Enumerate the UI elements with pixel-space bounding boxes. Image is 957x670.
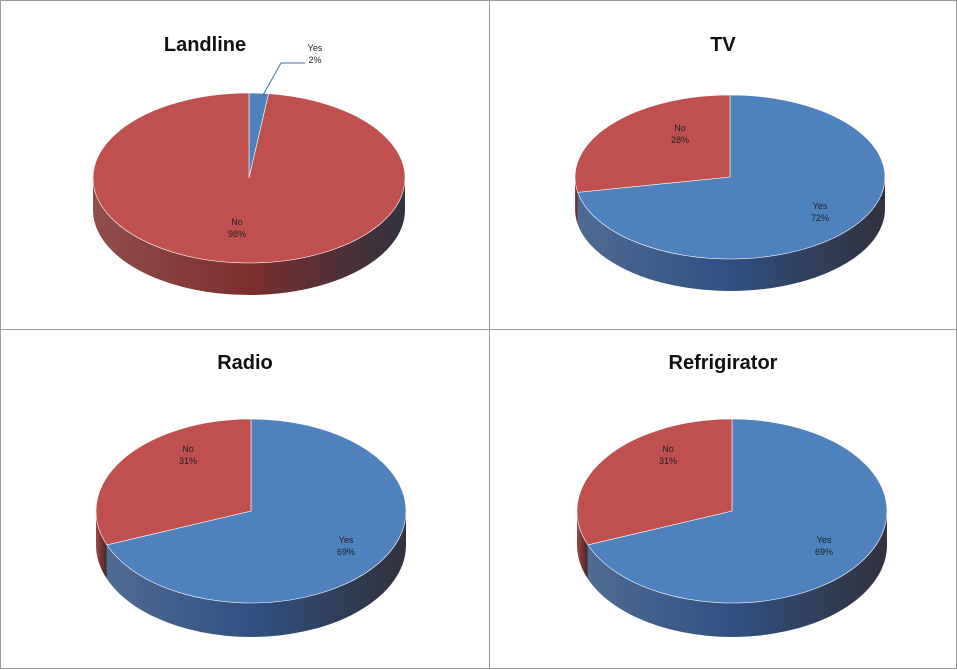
refrigerator-yes-slice-side [587,511,887,637]
radio-no-label: No [182,444,194,454]
radio-yes-slice [106,418,407,604]
refrigerator-yes-label: Yes [817,535,832,545]
refrigerator-no-label: No [662,444,674,454]
radio-no-slice [95,418,252,546]
tv-yes-label: Yes [813,201,828,211]
tv-no-percent: 28% [671,135,689,145]
radio-yes-slice-side [106,511,406,637]
landline-chart-panel: Landline Yes 2% No 98% [0,0,490,330]
refrigerator-no-percent: 31% [659,456,677,466]
landline-yes-label: Yes [308,43,323,53]
radio-chart-panel: Radio Yes 69% No 31% [0,329,490,669]
refrigerator-yes-percent: 69% [815,547,833,557]
refrigerator-no-slice-side [577,511,588,579]
chart-title: Refrigirator [668,352,778,374]
chart-title: TV [710,34,736,56]
landline-yes-leader-line [262,62,305,96]
landline-no-slice [92,92,406,264]
refrigerator-chart-panel: Refrigirator Yes 69% No 31% [489,329,957,669]
tv-yes-slice [577,94,886,260]
landline-no-label: No [231,217,243,227]
landline-pie: Yes 2% No 98% [92,43,406,295]
refrigerator-no-slice [576,418,733,546]
landline-yes-percent: 2% [308,55,321,65]
radio-no-percent: 31% [179,456,197,466]
refrigerator-yes-slice [587,418,888,604]
tv-yes-percent: 72% [811,213,829,223]
landline-no-percent: 98% [228,229,246,239]
landline-no-slice-side [93,178,405,295]
chart-title: Landline [163,34,247,56]
chart-title: Radio [217,352,273,374]
refrigerator-pie: Yes 69% No 31% [576,418,888,637]
radio-no-slice-side [96,511,107,579]
tv-no-slice [574,94,731,193]
tv-no-slice-side [575,177,578,225]
tv-pie: Yes 72% No 28% [574,94,886,291]
radio-yes-label: Yes [339,535,354,545]
radio-pie: Yes 69% No 31% [95,418,407,637]
tv-chart-panel: TV Yes 72% No 28% [489,0,957,330]
radio-yes-percent: 69% [337,547,355,557]
tv-no-label: No [674,123,686,133]
tv-yes-slice-side [577,177,885,291]
